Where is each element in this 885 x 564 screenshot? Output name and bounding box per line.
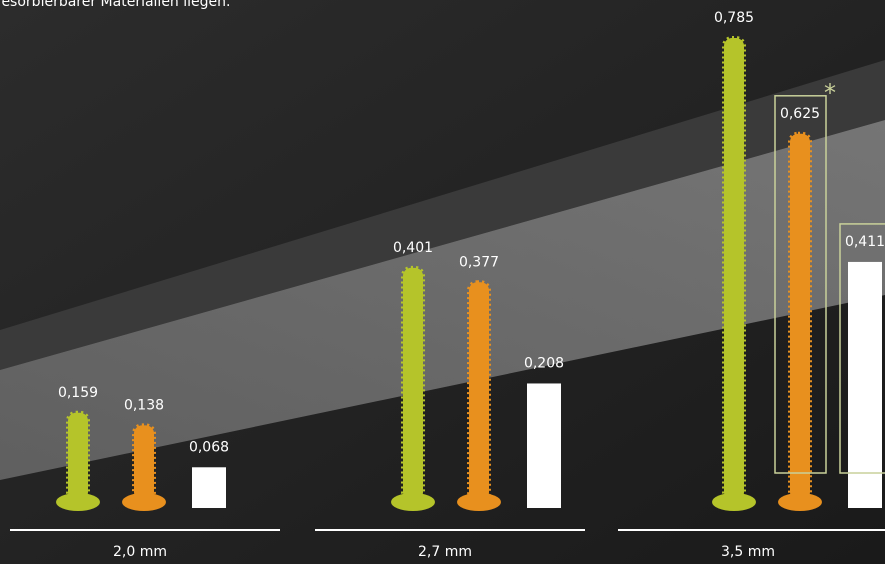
chart: resorbierbarer Materialien liegen. 2,0 m… — [0, 0, 885, 564]
value-label: 0,208 — [524, 355, 564, 371]
value-label: 0,068 — [189, 439, 229, 455]
value-label: 0,377 — [459, 254, 499, 270]
screw-head — [712, 493, 756, 511]
screw-head — [56, 493, 100, 511]
value-label: 0,411 — [845, 234, 885, 250]
screw — [134, 425, 154, 500]
bar — [527, 383, 561, 508]
bar — [192, 467, 226, 508]
value-label: 0,401 — [393, 240, 433, 256]
x-tick-label: 2,0 mm — [113, 544, 167, 560]
screw — [469, 282, 489, 500]
value-label: 0,159 — [58, 385, 98, 401]
note-marker: * — [824, 79, 836, 107]
screw-head — [122, 493, 166, 511]
screw — [68, 413, 88, 500]
screw-head — [457, 493, 501, 511]
bar — [848, 262, 882, 508]
value-label: 0,138 — [124, 397, 164, 413]
screw — [724, 38, 744, 500]
x-tick-label: 2,7 mm — [418, 544, 472, 560]
screw-head — [391, 493, 435, 511]
screw — [403, 268, 423, 500]
value-label: 0,785 — [714, 10, 754, 26]
screw — [790, 134, 810, 500]
intro-text: resorbierbarer Materialien liegen. — [0, 0, 230, 10]
value-label: 0,625 — [780, 106, 820, 122]
screw-head — [778, 493, 822, 511]
x-tick-label: 3,5 mm — [721, 544, 775, 560]
